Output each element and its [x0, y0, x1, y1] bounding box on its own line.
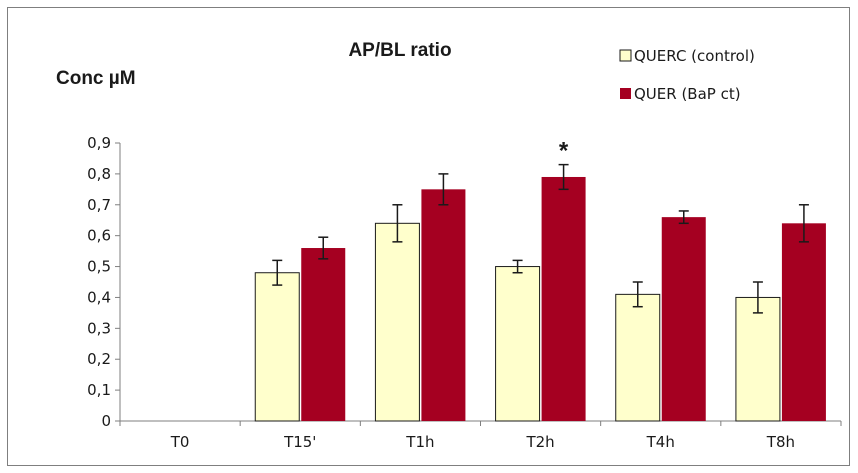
legend-label-querc: QUERC (control)	[634, 47, 755, 65]
y-tick-label: 0,9	[87, 134, 111, 152]
y-tick-label: 0,8	[87, 165, 111, 183]
legend-swatch-quer	[620, 88, 631, 99]
y-tick-label: 0	[101, 412, 111, 430]
chart-title: AP/BL ratio	[348, 40, 451, 61]
significance-marker: *	[559, 138, 569, 165]
legend: QUERC (control) QUER (BaP ct)	[619, 47, 755, 103]
x-axis: T0 T15' T1h T2h T4h T8h	[119, 420, 842, 451]
y-axis-label: Conc µM	[56, 68, 136, 89]
bar-querc	[615, 293, 661, 422]
bar-querc	[374, 222, 420, 422]
bars	[254, 163, 826, 422]
x-tick-label: T1h	[405, 433, 434, 451]
y-axis: 0 0,1 0,2 0,3 0,4 0,5 0,6 0,7 0,8 0,9	[87, 134, 121, 430]
chart-frame: AP/BL ratio Conc µM QUERC (control) QUER…	[7, 7, 850, 466]
y-tick-label: 0,1	[87, 381, 111, 399]
bar-quer	[301, 248, 346, 421]
bar-chart: AP/BL ratio Conc µM QUERC (control) QUER…	[56, 40, 842, 451]
legend-swatch-querc	[619, 49, 632, 62]
x-tick-label: T8h	[766, 433, 795, 451]
bar-querc	[495, 266, 541, 422]
bar-quer	[541, 176, 586, 421]
bar-querc	[735, 296, 781, 422]
y-tick-label: 0,3	[87, 319, 111, 337]
bar-querc	[254, 272, 300, 422]
y-tick-label: 0,4	[87, 288, 111, 306]
x-tick-label: T15'	[283, 433, 316, 451]
y-tick-label: 0,2	[87, 350, 111, 368]
legend-label-quer: QUER (BaP ct)	[634, 85, 741, 103]
y-tick-label: 0,6	[87, 227, 111, 245]
x-tick-label: T2h	[525, 433, 554, 451]
bar-quer	[421, 189, 466, 421]
y-tick-label: 0,5	[87, 258, 111, 276]
x-tick-label: T0	[170, 433, 190, 451]
y-tick-label: 0,7	[87, 196, 111, 214]
annotations: *	[559, 138, 569, 165]
bar-quer	[661, 217, 706, 421]
x-tick-label: T4h	[646, 433, 675, 451]
bar-quer	[781, 223, 826, 421]
